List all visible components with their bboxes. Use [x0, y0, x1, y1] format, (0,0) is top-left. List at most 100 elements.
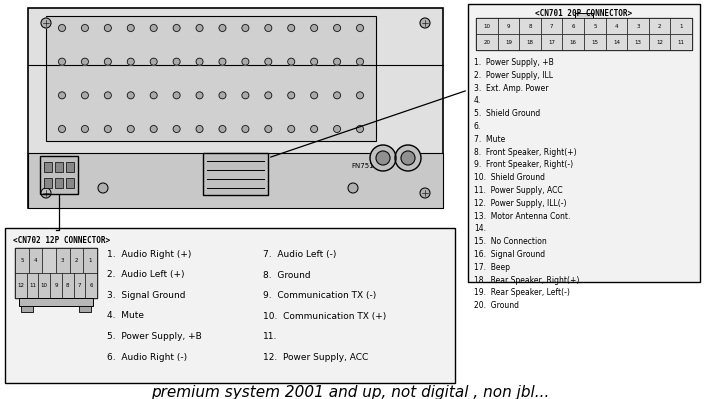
Bar — [66, 178, 74, 188]
Text: 12.  Power Supply, ILL(-): 12. Power Supply, ILL(-) — [474, 199, 567, 208]
Circle shape — [59, 58, 66, 65]
Text: 2: 2 — [75, 258, 78, 263]
Text: 1.  Audio Right (+): 1. Audio Right (+) — [107, 250, 191, 259]
Bar — [5, 228, 455, 383]
Circle shape — [128, 92, 134, 99]
Text: 15.  No Connection: 15. No Connection — [474, 237, 547, 246]
Text: 14.: 14. — [474, 224, 486, 233]
Bar — [649, 18, 670, 34]
Circle shape — [333, 92, 341, 99]
Circle shape — [196, 92, 203, 99]
Circle shape — [288, 58, 295, 65]
Text: 5.  Shield Ground: 5. Shield Ground — [474, 109, 540, 118]
Circle shape — [150, 58, 157, 65]
Text: 6.: 6. — [474, 122, 482, 131]
Text: 11: 11 — [678, 40, 685, 45]
Circle shape — [242, 24, 249, 32]
Text: 20: 20 — [484, 40, 490, 45]
Text: 9.  Communication TX (-): 9. Communication TX (-) — [263, 291, 376, 300]
Text: 8: 8 — [66, 283, 70, 288]
Text: 4.: 4. — [474, 97, 482, 105]
Bar — [40, 156, 78, 194]
Text: 3.  Signal Ground: 3. Signal Ground — [107, 291, 185, 300]
Circle shape — [242, 58, 249, 65]
Circle shape — [333, 126, 341, 132]
Bar — [28, 8, 443, 208]
Bar — [85, 273, 97, 298]
Text: 14: 14 — [613, 40, 620, 45]
Text: 10: 10 — [41, 283, 48, 288]
Text: 13: 13 — [634, 40, 642, 45]
Bar — [476, 18, 498, 34]
Bar — [498, 18, 519, 34]
Text: 5: 5 — [20, 258, 23, 263]
Bar — [55, 162, 63, 172]
Text: 1: 1 — [88, 258, 92, 263]
Circle shape — [128, 58, 134, 65]
Bar — [541, 18, 563, 34]
Text: 3.  Ext. Amp. Power: 3. Ext. Amp. Power — [474, 84, 548, 93]
Bar — [584, 34, 606, 50]
Bar — [29, 248, 42, 273]
Circle shape — [128, 24, 134, 32]
Bar — [55, 178, 63, 188]
Bar — [670, 34, 692, 50]
Circle shape — [41, 188, 51, 198]
Bar — [519, 18, 541, 34]
Circle shape — [376, 151, 390, 165]
Bar — [584, 18, 606, 34]
Text: 9.  Front Speaker, Right(-): 9. Front Speaker, Right(-) — [474, 160, 573, 170]
Bar — [203, 153, 268, 195]
Circle shape — [357, 92, 364, 99]
Circle shape — [104, 58, 111, 65]
Circle shape — [265, 24, 272, 32]
Text: 9: 9 — [54, 283, 58, 288]
Circle shape — [59, 126, 66, 132]
Text: 17.  Beep: 17. Beep — [474, 263, 510, 272]
Text: 3: 3 — [636, 24, 639, 28]
Bar — [19, 298, 93, 306]
Text: 18: 18 — [527, 40, 534, 45]
Bar — [66, 162, 74, 172]
Circle shape — [81, 92, 88, 99]
Text: 4: 4 — [34, 258, 37, 263]
Circle shape — [81, 58, 88, 65]
Bar — [15, 248, 97, 298]
Bar — [606, 34, 627, 50]
Text: 13.  Motor Antenna Cont.: 13. Motor Antenna Cont. — [474, 211, 570, 221]
Text: 8.  Front Speaker, Right(+): 8. Front Speaker, Right(+) — [474, 148, 577, 156]
Text: FN751: FN751 — [352, 163, 374, 169]
Circle shape — [150, 92, 157, 99]
Circle shape — [395, 145, 421, 171]
Circle shape — [370, 145, 396, 171]
Bar — [50, 273, 62, 298]
Circle shape — [196, 58, 203, 65]
Circle shape — [81, 126, 88, 132]
Circle shape — [311, 24, 318, 32]
Text: 2.  Audio Left (+): 2. Audio Left (+) — [107, 271, 185, 280]
Circle shape — [311, 58, 318, 65]
Circle shape — [59, 92, 66, 99]
Text: 20.  Ground: 20. Ground — [474, 301, 519, 310]
Bar — [563, 18, 584, 34]
Circle shape — [265, 126, 272, 132]
Circle shape — [150, 24, 157, 32]
Bar — [541, 34, 563, 50]
Circle shape — [128, 126, 134, 132]
Circle shape — [41, 18, 51, 28]
Circle shape — [219, 24, 226, 32]
Circle shape — [173, 92, 180, 99]
Text: 7: 7 — [78, 283, 81, 288]
Text: 19.  Rear Speaker, Left(-): 19. Rear Speaker, Left(-) — [474, 288, 570, 297]
Bar — [476, 18, 692, 50]
Text: 18.  Rear Speaker, Right(+): 18. Rear Speaker, Right(+) — [474, 276, 580, 284]
Text: 6: 6 — [572, 24, 575, 28]
Text: 10: 10 — [484, 24, 490, 28]
Circle shape — [173, 58, 180, 65]
Circle shape — [265, 58, 272, 65]
Text: 5: 5 — [593, 24, 596, 28]
Circle shape — [173, 24, 180, 32]
Bar — [498, 34, 519, 50]
Circle shape — [219, 92, 226, 99]
Text: 7.  Audio Left (-): 7. Audio Left (-) — [263, 250, 336, 259]
